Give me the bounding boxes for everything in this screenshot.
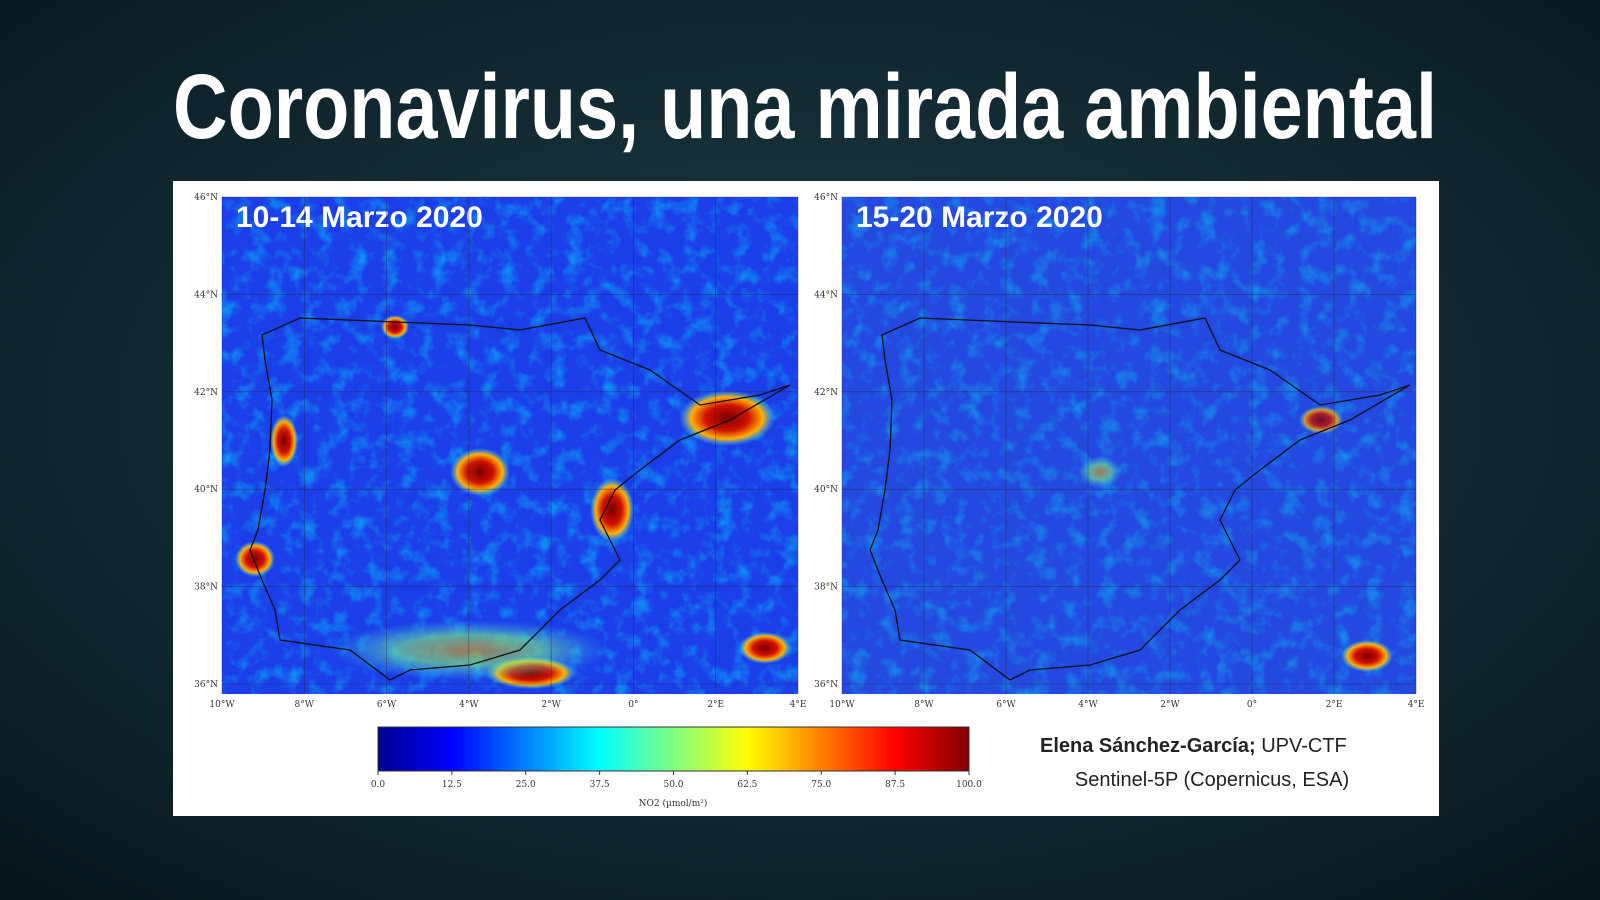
map-title: 15-20 Marzo 2020: [856, 201, 1103, 234]
map: 15-20 Marzo 2020: [841, 196, 1417, 694]
map: 10-14 Marzo 2020: [221, 196, 799, 694]
map-title: 10-14 Marzo 2020: [236, 201, 483, 234]
lon-label: 2°E: [707, 700, 724, 710]
lat-label: 44°N: [814, 290, 838, 300]
lon-label: 10°W: [209, 700, 235, 710]
lon-label: 4°W: [1078, 700, 1098, 710]
colorbar-label: NO2 (µmol/m²): [639, 798, 708, 809]
lon-label: 0°: [1247, 700, 1257, 710]
colorbar-tick-label: 50.0: [663, 780, 683, 790]
lon-label: 10°W: [829, 700, 855, 710]
colorbar-tick-label: 25.0: [516, 780, 536, 790]
lat-label: 42°N: [814, 388, 838, 398]
lon-label: 6°W: [377, 700, 397, 710]
lat-label: 46°N: [194, 193, 218, 203]
lon-label: 2°W: [1160, 700, 1180, 710]
lon-label: 8°W: [295, 700, 315, 710]
source: Sentinel-5P (Copernicus, ESA): [1075, 769, 1349, 791]
lon-label: 4°W: [459, 700, 479, 710]
lon-label: 2°E: [1326, 700, 1343, 710]
lat-label: 38°N: [194, 583, 218, 593]
affiliation: UPV-CTF: [1261, 735, 1347, 757]
lat-label: 38°N: [814, 583, 838, 593]
colorbar-tick-label: 37.5: [590, 780, 610, 790]
lat-label: 44°N: [194, 290, 218, 300]
lon-label: 8°W: [914, 700, 934, 710]
colorbar-tick-label: 87.5: [885, 780, 905, 790]
lon-label: 0°: [628, 700, 638, 710]
colorbar-tick-label: 0.0: [371, 780, 386, 790]
lat-label: 42°N: [194, 388, 218, 398]
lat-label: 36°N: [814, 680, 838, 690]
lat-label: 46°N: [814, 193, 838, 203]
colorbar-tick-label: 62.5: [737, 780, 757, 790]
author: Elena Sánchez-García;: [1040, 735, 1256, 757]
colorbar-tick-label: 100.0: [956, 780, 982, 790]
lon-label: 6°W: [996, 700, 1016, 710]
colorbar-tick-label: 75.0: [811, 780, 831, 790]
lon-label: 2°W: [541, 700, 561, 710]
colorbar-tick-label: 12.5: [442, 780, 462, 790]
lon-label: 4°E: [790, 700, 807, 710]
lat-label: 40°N: [814, 485, 838, 495]
slide-title: Coronavirus, una mirada ambiental: [173, 56, 1437, 158]
credit-line: Elena Sánchez-García; UPV-CTF: [1040, 735, 1347, 757]
lat-label: 40°N: [194, 485, 218, 495]
lat-label: 36°N: [194, 680, 218, 690]
lon-label: 4°E: [1408, 700, 1425, 710]
colorbar: [377, 726, 970, 772]
